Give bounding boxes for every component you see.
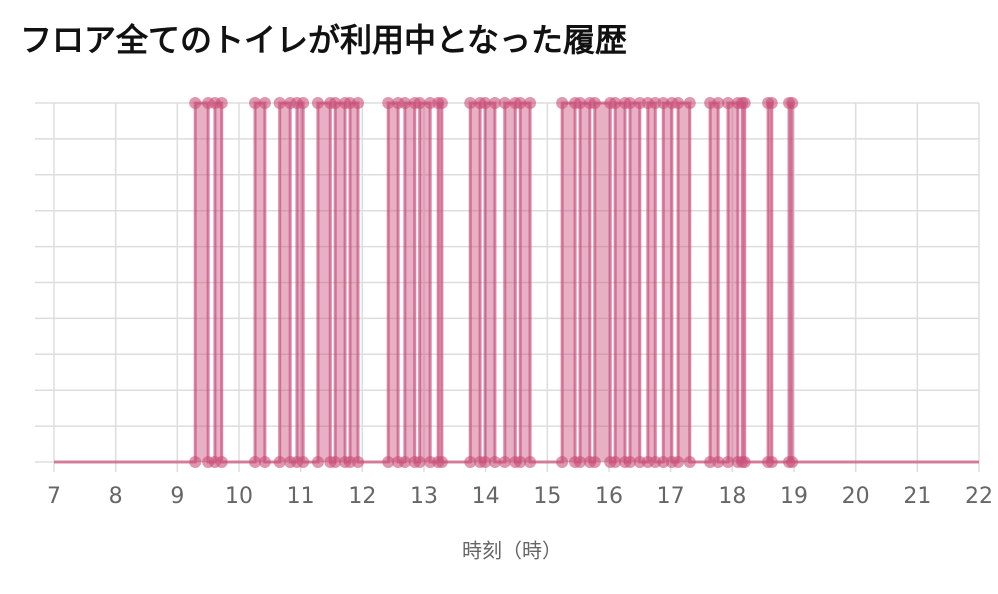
- point: [574, 97, 587, 109]
- x-tick-label: 14: [472, 484, 500, 509]
- point: [765, 97, 778, 109]
- point: [435, 97, 448, 109]
- point: [498, 97, 511, 109]
- point: [297, 456, 310, 468]
- point: [498, 456, 511, 468]
- point: [413, 97, 426, 109]
- point: [657, 97, 670, 109]
- point: [464, 456, 477, 468]
- point: [488, 97, 501, 109]
- point: [189, 97, 202, 109]
- point: [329, 456, 342, 468]
- point: [514, 456, 527, 468]
- point: [623, 97, 636, 109]
- point: [722, 97, 735, 109]
- x-tick-label: 22: [965, 484, 993, 509]
- x-tick-label: 20: [842, 484, 870, 509]
- point: [623, 456, 636, 468]
- point: [398, 97, 411, 109]
- x-tick-label: 10: [225, 484, 253, 509]
- point: [382, 97, 395, 109]
- point: [311, 456, 324, 468]
- x-tick-label: 19: [780, 484, 808, 509]
- point: [215, 97, 228, 109]
- point: [514, 97, 527, 109]
- x-tick-label: 11: [287, 484, 315, 509]
- point: [574, 456, 587, 468]
- point: [479, 456, 492, 468]
- point: [556, 97, 569, 109]
- point: [249, 97, 262, 109]
- x-tick-label: 7: [47, 484, 61, 509]
- point: [273, 97, 286, 109]
- point: [297, 97, 310, 109]
- point: [464, 97, 477, 109]
- point: [479, 97, 492, 109]
- point: [765, 456, 778, 468]
- x-tick-label: 15: [533, 484, 561, 509]
- point: [258, 97, 271, 109]
- point: [712, 456, 725, 468]
- point: [672, 456, 685, 468]
- point: [588, 97, 601, 109]
- point: [738, 456, 751, 468]
- point: [258, 456, 271, 468]
- point: [609, 456, 622, 468]
- point: [712, 97, 725, 109]
- point: [435, 456, 448, 468]
- point: [722, 456, 735, 468]
- point: [382, 456, 395, 468]
- x-tick-label: 12: [348, 484, 376, 509]
- point: [329, 97, 342, 109]
- point: [249, 456, 262, 468]
- point: [413, 456, 426, 468]
- point: [672, 97, 685, 109]
- point: [189, 456, 202, 468]
- x-tick-label: 8: [109, 484, 123, 509]
- x-tick-label: 17: [657, 484, 685, 509]
- point: [488, 456, 501, 468]
- point: [524, 97, 537, 109]
- point: [273, 456, 286, 468]
- point: [352, 456, 365, 468]
- chart-title: フロア全てのトイレが利用中となった履歴: [20, 21, 627, 59]
- point: [524, 456, 537, 468]
- x-axis-title: 時刻（時）: [462, 539, 562, 563]
- x-tick-label: 21: [903, 484, 931, 509]
- point: [683, 97, 696, 109]
- point: [738, 97, 751, 109]
- x-tick-label: 16: [595, 484, 623, 509]
- area: [54, 103, 979, 462]
- x-tick-label: 13: [410, 484, 438, 509]
- point: [556, 456, 569, 468]
- point: [609, 97, 622, 109]
- point: [311, 97, 324, 109]
- point: [588, 456, 601, 468]
- point: [352, 97, 365, 109]
- point: [398, 456, 411, 468]
- point: [657, 456, 670, 468]
- x-tick-label: 18: [718, 484, 746, 509]
- x-tick-label: 9: [170, 484, 184, 509]
- point: [683, 456, 696, 468]
- point: [215, 456, 228, 468]
- point: [786, 97, 799, 109]
- point: [786, 456, 799, 468]
